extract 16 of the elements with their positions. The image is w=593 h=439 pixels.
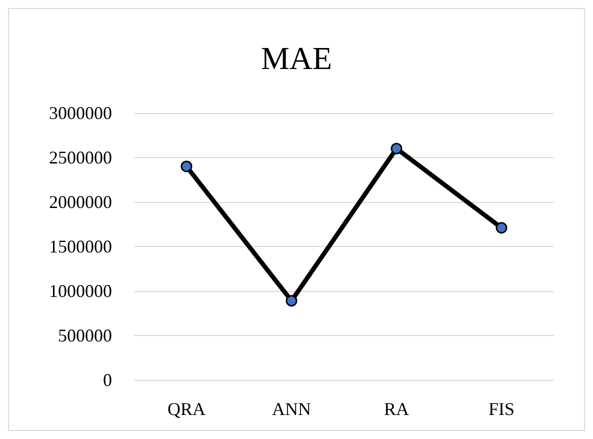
y-tick-label: 500000	[58, 326, 112, 346]
y-tick-label: 2500000	[49, 148, 112, 168]
chart-title: MAE	[260, 40, 332, 76]
point	[390, 142, 402, 154]
y-tick-label: 3000000	[49, 103, 112, 123]
x-tick-label: ANN	[272, 399, 311, 419]
y-tick-label: 2000000	[49, 192, 112, 212]
point	[496, 222, 508, 234]
y-tick-label: 1000000	[49, 281, 112, 301]
y-tick-label: 1500000	[49, 236, 112, 256]
x-tick-label: QRA	[167, 399, 206, 419]
y-tick-label: 0	[103, 370, 112, 390]
x-tick-label: RA	[384, 399, 410, 419]
point	[286, 295, 298, 307]
point	[180, 160, 192, 172]
x-tick-label: FIS	[488, 399, 515, 419]
